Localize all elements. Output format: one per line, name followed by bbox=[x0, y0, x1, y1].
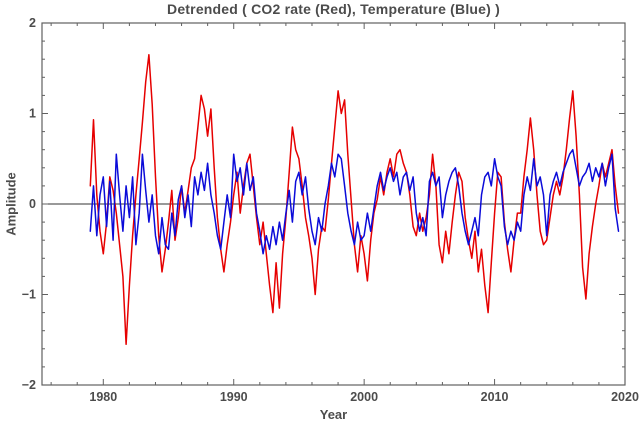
x-axis-label: Year bbox=[319, 407, 348, 422]
x-tick-label: 2000 bbox=[350, 390, 378, 404]
plot-frame bbox=[41, 22, 626, 386]
y-tick-label: 1 bbox=[29, 107, 36, 121]
co2-rate-series-line bbox=[89, 53, 620, 346]
x-tick-label: 2020 bbox=[611, 390, 639, 404]
x-tick-label: 1980 bbox=[89, 390, 117, 404]
y-tick-label: 0 bbox=[29, 197, 36, 211]
temperature-series-line bbox=[89, 148, 620, 255]
x-tick-label: 1990 bbox=[220, 390, 248, 404]
y-tick-label: −2 bbox=[22, 378, 36, 392]
y-tick-label: −1 bbox=[22, 288, 36, 302]
chart-title: Detrended ( CO2 rate (Red), Temperature … bbox=[167, 1, 500, 17]
y-tick-label: 2 bbox=[29, 16, 36, 30]
x-tick-label: 2010 bbox=[481, 390, 509, 404]
y-axis-label-text: Amplitude bbox=[3, 172, 19, 236]
